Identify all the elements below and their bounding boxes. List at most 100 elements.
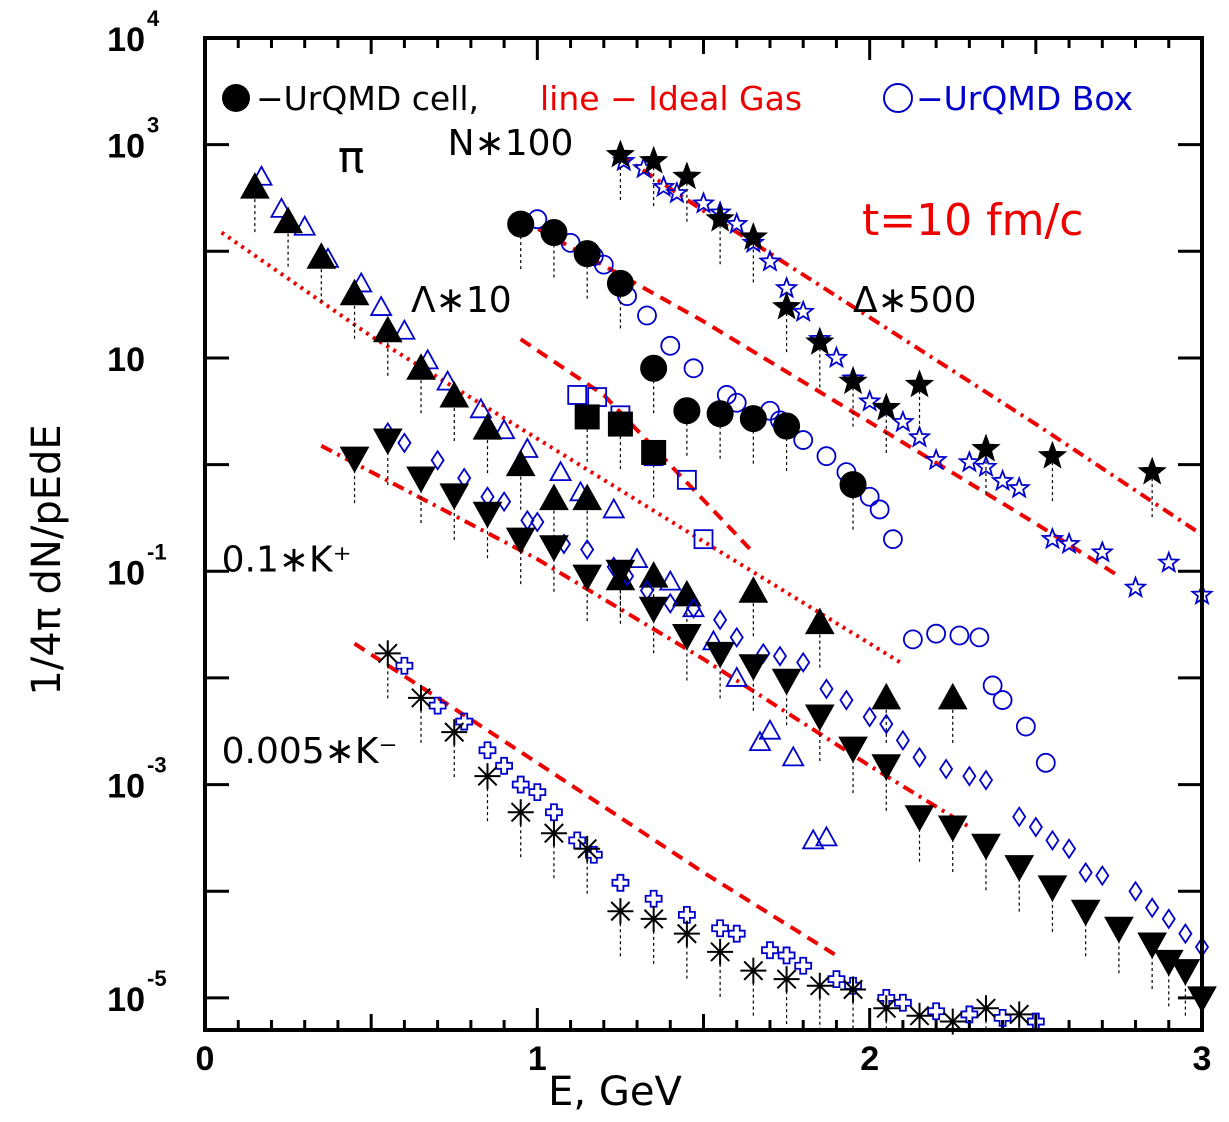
cell-point: [539, 483, 569, 511]
box-point: [957, 449, 982, 473]
cell-point: [806, 972, 833, 999]
cell-point: [904, 369, 935, 398]
box-point: [1015, 716, 1036, 737]
cell-point: [606, 269, 634, 297]
cell-point: [871, 754, 902, 781]
cell-point: [474, 763, 501, 790]
box-point: [430, 449, 445, 471]
y-tick-label: 10: [107, 554, 145, 592]
cell-point: [738, 576, 769, 603]
cell-point: [839, 471, 867, 499]
box-point: [580, 538, 595, 561]
box-point: [1128, 880, 1143, 902]
asterisk-stroke: [610, 901, 631, 922]
box-point: [1095, 865, 1110, 887]
asterisk-stroke: [577, 838, 598, 859]
asterisk-stroke: [976, 998, 996, 1019]
asterisk-stroke: [909, 1005, 930, 1026]
y-tick-label: 10: [107, 21, 145, 59]
cell-point: [838, 736, 868, 764]
species-label: 0.005∗K⁻: [222, 731, 398, 772]
asterisk-stroke: [1009, 1004, 1030, 1025]
box-point: [395, 656, 414, 675]
box-point: [758, 718, 782, 740]
box-point: [1061, 838, 1077, 860]
box-point: [691, 191, 716, 214]
box-point: [568, 831, 587, 850]
cell-point: [641, 439, 667, 465]
box-point: [492, 418, 516, 440]
box-point: [761, 941, 779, 960]
ideal-gas-line: [220, 230, 904, 666]
y-tick-label: 10: [107, 341, 145, 379]
asterisk-stroke: [643, 909, 664, 929]
x-tick-label: 3: [1193, 1040, 1212, 1078]
cell-point: [339, 278, 370, 306]
box-point: [1123, 575, 1148, 598]
cell-point: [573, 240, 601, 268]
cell-point: [406, 466, 436, 493]
box-point: [962, 765, 977, 787]
cell-point: [507, 210, 535, 238]
ideal-gas-line: [619, 153, 1204, 537]
cell-point: [904, 805, 935, 832]
legend-box-text: −UrQMD Box: [916, 79, 1133, 118]
cell-point: [1037, 440, 1068, 469]
cell-point: [937, 815, 968, 843]
y-tick-label: 10: [107, 981, 145, 1019]
box-point: [796, 651, 811, 673]
cell-point: [972, 995, 999, 1022]
cell-point: [574, 404, 600, 430]
box-point: [907, 424, 932, 448]
box-point: [1145, 897, 1160, 919]
cell-point: [771, 291, 802, 320]
box-point: [549, 460, 573, 482]
box-point: [567, 385, 588, 405]
cell-point: [507, 799, 534, 826]
box-point: [1178, 923, 1193, 945]
box-point: [890, 409, 915, 433]
cell-point: [740, 957, 767, 984]
box-point: [969, 627, 990, 648]
box-point: [511, 775, 530, 794]
species-label: Δ∗500: [853, 280, 977, 321]
cell-point: [306, 242, 337, 269]
box-point: [895, 729, 910, 751]
box-point: [924, 447, 949, 471]
box-point: [741, 230, 766, 254]
box-point: [677, 906, 696, 924]
box-point: [478, 741, 497, 760]
ideal-gas-line: [353, 641, 838, 958]
cell-point: [673, 920, 700, 947]
cell-point: [505, 449, 536, 477]
box-point: [1057, 531, 1082, 555]
cell-point: [574, 835, 601, 862]
asterisk-stroke: [876, 998, 897, 1019]
legend: −UrQMD cell, line − Ideal Gas −UrQMD Box: [222, 79, 1133, 118]
cell-point: [873, 995, 900, 1022]
box-point: [693, 529, 714, 550]
asterisk-stroke: [544, 823, 564, 844]
y-tick-exponent: 4: [147, 6, 160, 31]
asterisk-stroke: [676, 923, 697, 944]
box-point: [724, 211, 749, 235]
cell-point: [971, 833, 1001, 861]
box-point: [428, 696, 447, 715]
box-point: [902, 629, 923, 650]
cell-point: [937, 682, 968, 710]
box-point: [824, 345, 849, 369]
box-point: [1156, 550, 1181, 573]
asterisk-stroke: [843, 979, 863, 1000]
box-point: [927, 1002, 946, 1021]
cell-point: [439, 483, 470, 510]
box-point: [1007, 475, 1032, 499]
cell-point: [707, 938, 734, 965]
cell-point: [939, 1008, 966, 1035]
cell-point: [607, 411, 633, 437]
cell-point: [408, 684, 435, 711]
box-point: [1078, 861, 1093, 884]
x-tick-label: 2: [860, 1040, 879, 1078]
ideal-gas-line: [519, 337, 755, 554]
